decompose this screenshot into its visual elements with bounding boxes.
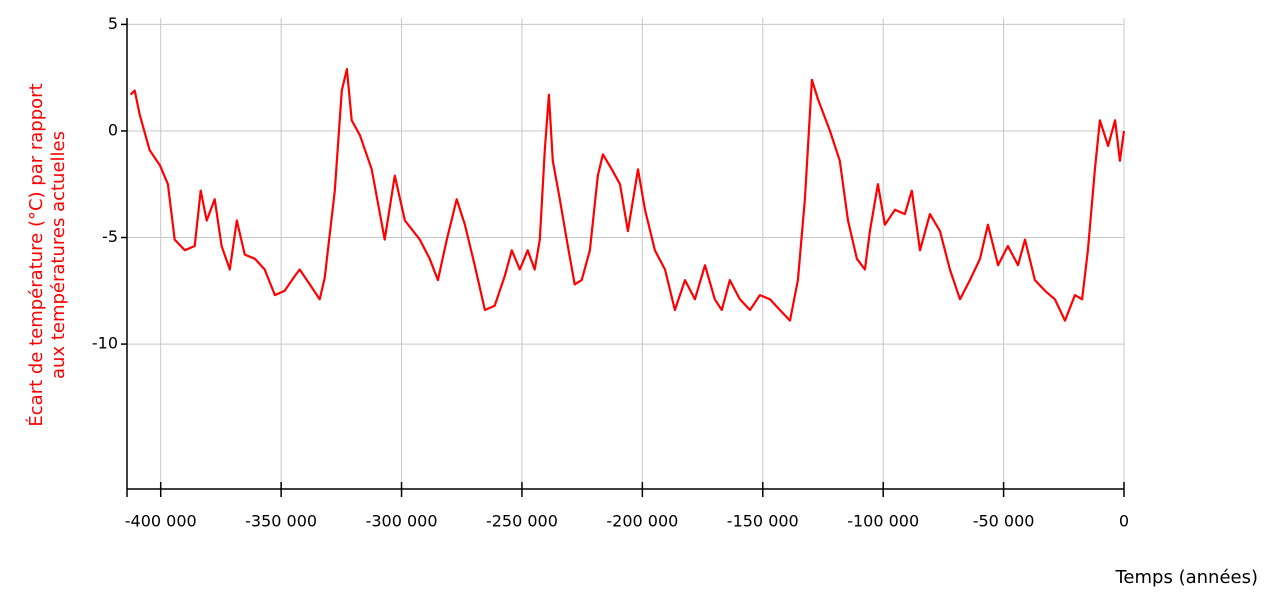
y-label-line: aux températures actuelles [48,131,69,379]
y-tick-label: 0 [108,120,118,139]
x-axis-label: Temps (années) [1115,567,1259,588]
x-tick-label: -150 000 [727,512,799,531]
x-tick-label: -50 000 [973,512,1035,531]
x-tick-label: -100 000 [847,512,919,531]
y-tick-label: -5 [102,227,118,246]
x-tick-label: -200 000 [606,512,678,531]
grid [127,18,1125,489]
y-tick-label: -10 [92,334,118,353]
y-tick-label: 5 [108,14,118,33]
y-label-line: Écart de température (°C) par rapport [25,83,47,426]
temperature-line [129,68,1126,322]
x-tick-label: 0 [1119,512,1129,531]
x-tick-label: -300 000 [366,512,438,531]
y-axis-label: Écart de température (°C) par rapport au… [25,83,69,426]
x-tick-label: -350 000 [245,512,317,531]
x-tick-label: -250 000 [486,512,558,531]
x-tick-label: -400 000 [125,512,197,531]
